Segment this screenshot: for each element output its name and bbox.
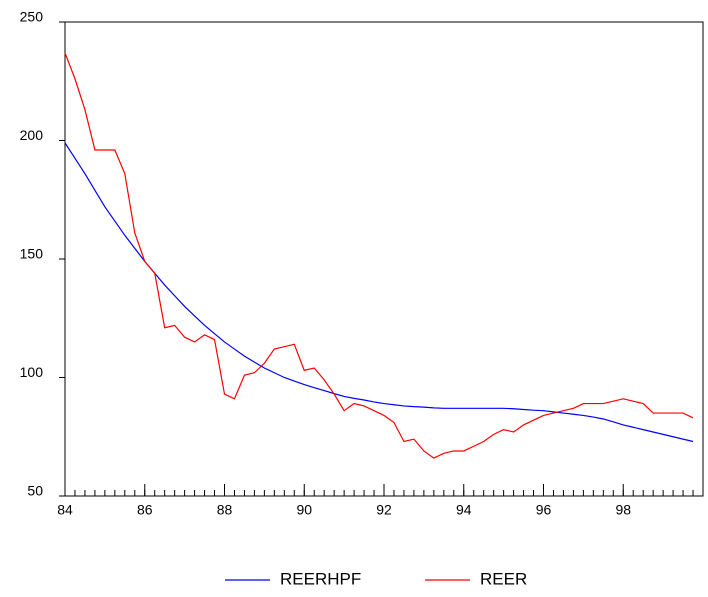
x-tick-label: 88 xyxy=(217,502,233,518)
x-tick-label: 92 xyxy=(376,502,392,518)
x-tick-label: 86 xyxy=(137,502,153,518)
y-tick-label: 100 xyxy=(20,364,44,380)
plot-frame xyxy=(64,21,704,497)
series-line xyxy=(64,52,694,459)
y-tick-label: 250 xyxy=(20,9,44,25)
series-line xyxy=(64,142,694,443)
y-tick-label: 150 xyxy=(20,246,44,262)
legend-label: REERHPF xyxy=(280,569,361,588)
x-tick-label: 90 xyxy=(296,502,312,518)
x-tick-label: 96 xyxy=(536,502,552,518)
y-tick-label: 50 xyxy=(27,483,43,499)
legend-label: REER xyxy=(480,569,527,588)
x-tick-label: 98 xyxy=(615,502,631,518)
x-tick-label: 94 xyxy=(456,502,472,518)
y-tick-label: 200 xyxy=(20,127,44,143)
legend: REERHPF REER xyxy=(225,569,527,588)
x-tick-label: 84 xyxy=(57,502,73,518)
